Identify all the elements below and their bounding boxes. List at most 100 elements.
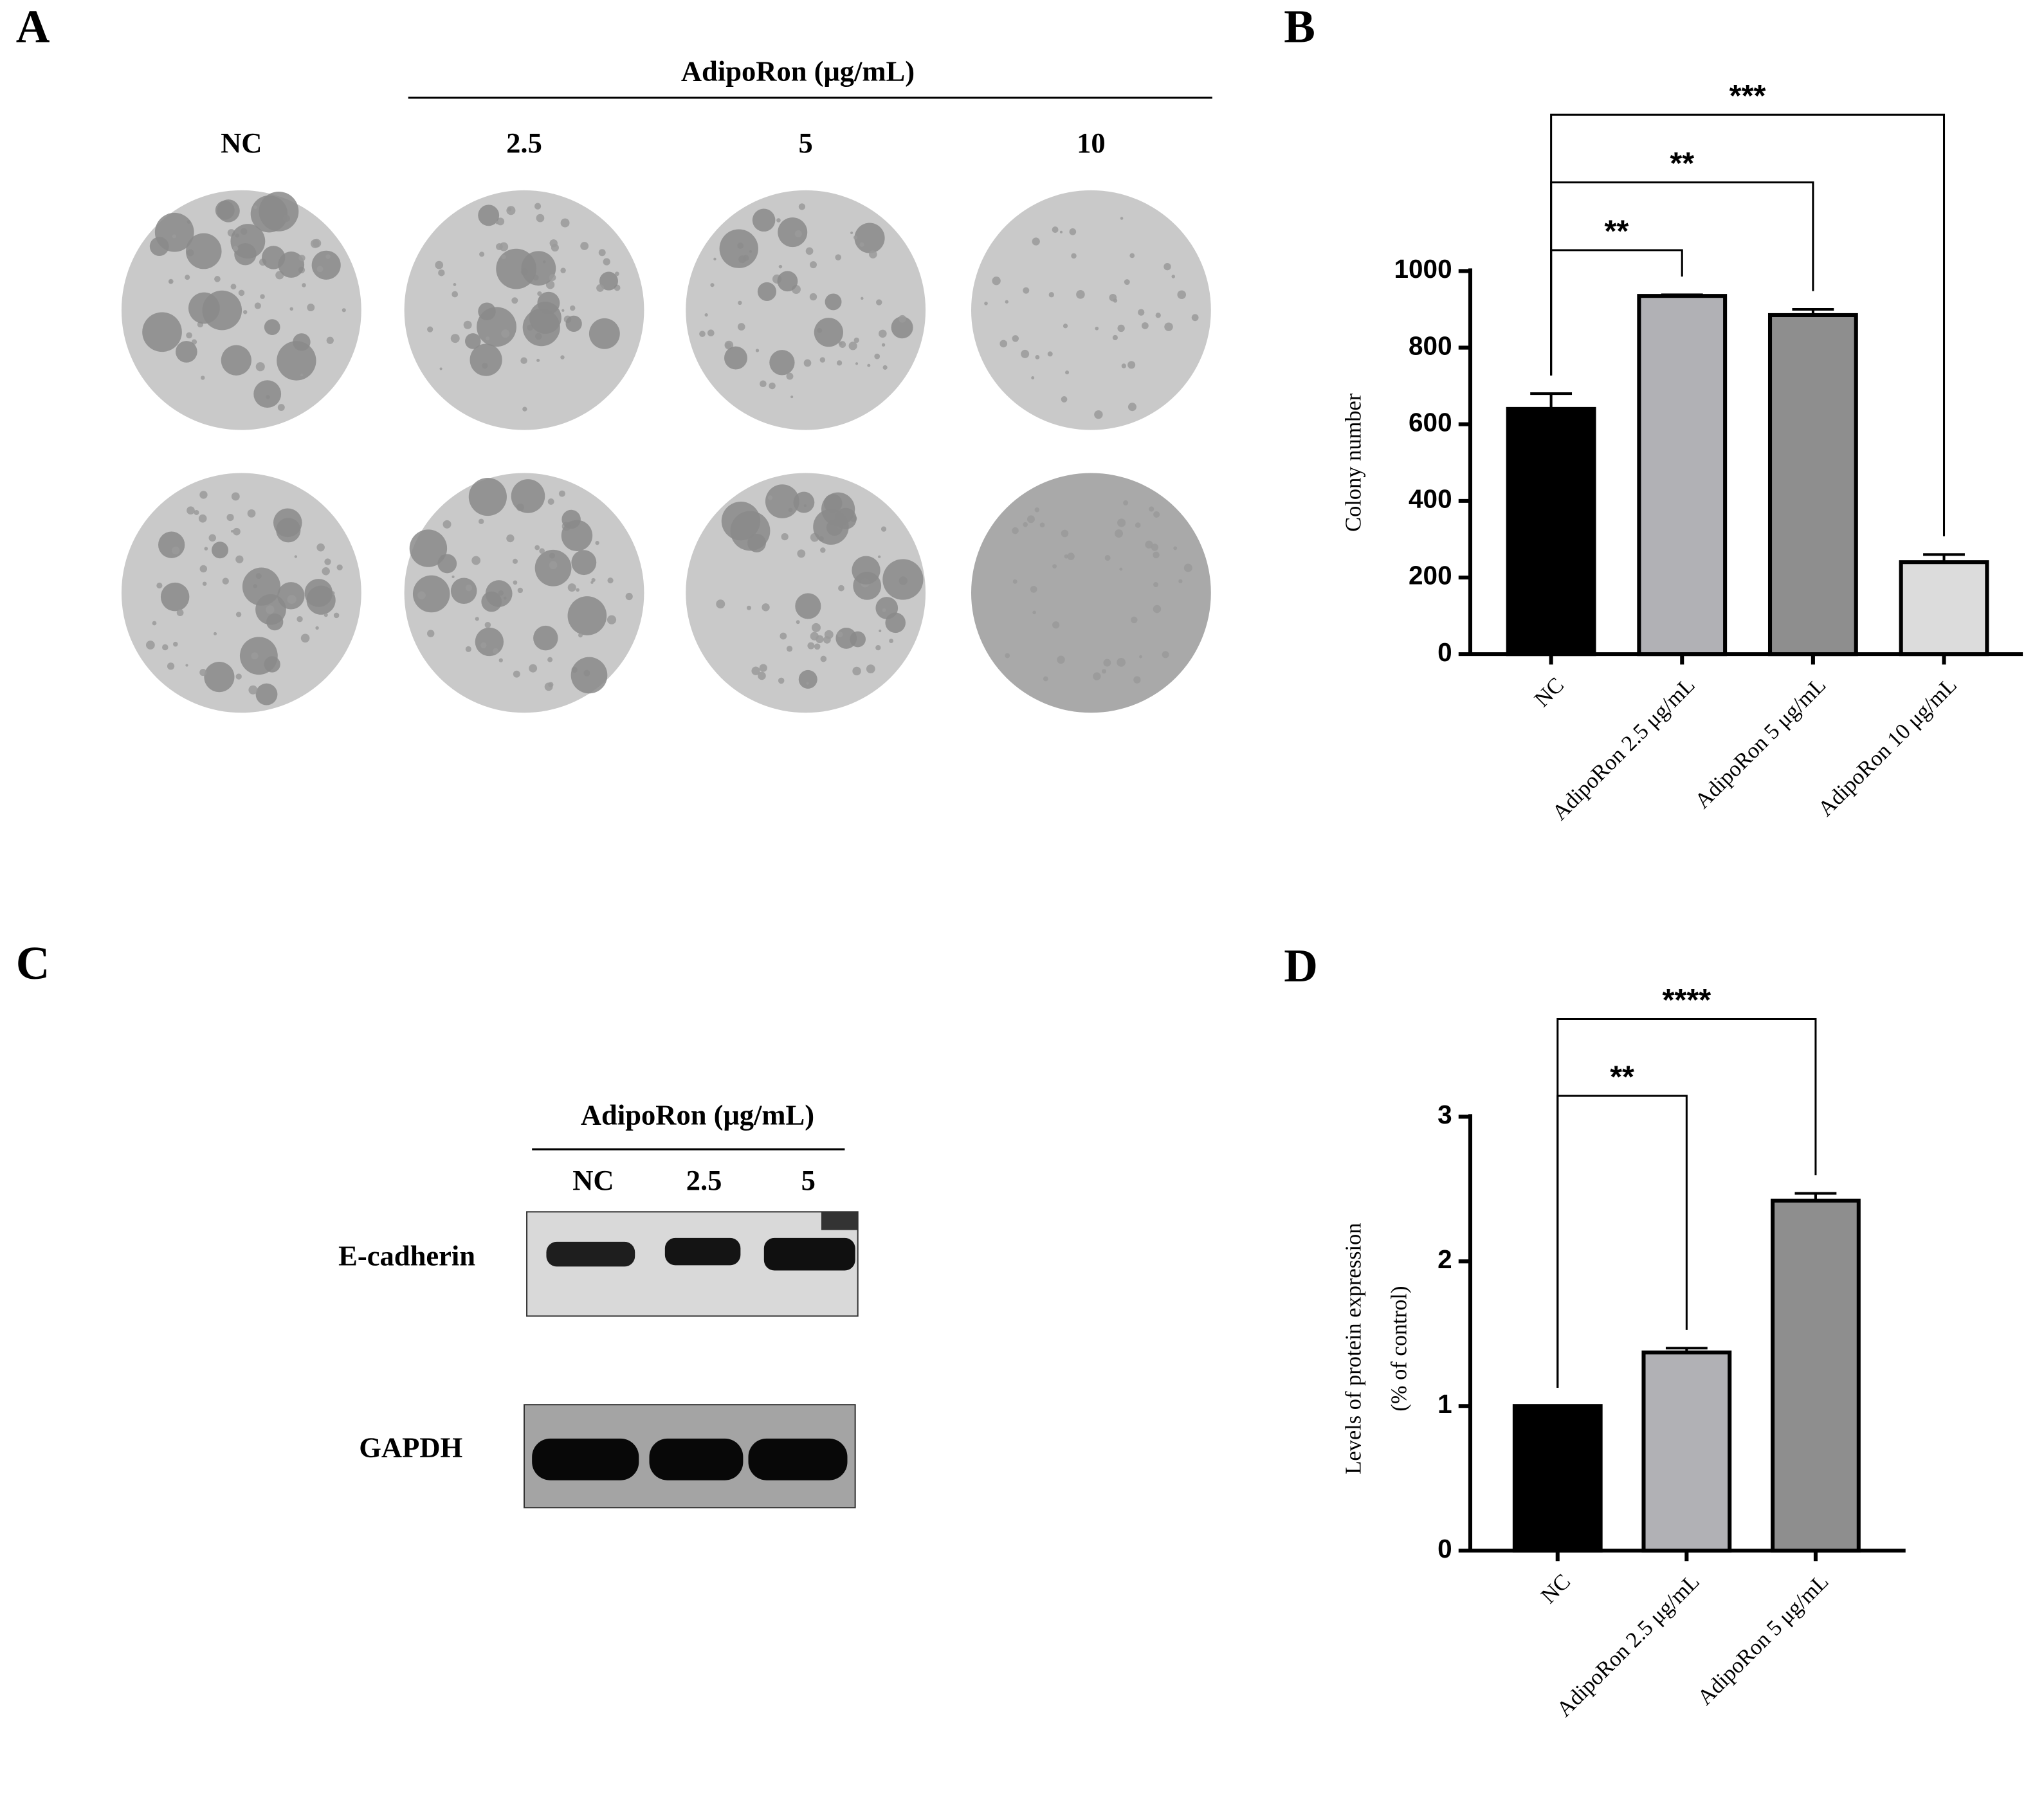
colony	[539, 548, 545, 554]
colony	[560, 268, 566, 273]
panel-label: A	[16, 0, 50, 52]
colony	[819, 357, 826, 363]
colony	[561, 520, 593, 551]
colony	[513, 580, 518, 585]
colony	[230, 284, 237, 290]
colony	[277, 404, 285, 412]
colony	[187, 506, 195, 515]
colony	[589, 318, 620, 349]
colony	[567, 596, 607, 635]
colony	[837, 632, 843, 638]
colony	[820, 547, 826, 553]
colony	[1178, 579, 1183, 583]
colony	[214, 632, 217, 635]
colony	[409, 529, 448, 567]
colony	[1135, 522, 1141, 528]
colony	[512, 558, 518, 564]
colony	[765, 484, 799, 518]
colony	[176, 341, 197, 363]
significance-label: **	[1670, 146, 1694, 181]
colony	[316, 266, 324, 273]
colony	[798, 203, 806, 210]
colony	[172, 234, 176, 239]
colony	[465, 646, 471, 652]
colony	[255, 362, 265, 372]
colony	[874, 353, 881, 360]
colony	[302, 283, 306, 287]
x-tick-label: AdipoRon 5 μg/mL	[1690, 673, 1831, 814]
colony	[233, 246, 239, 251]
colony	[1124, 279, 1130, 286]
colony	[1012, 335, 1019, 342]
colony	[253, 205, 257, 210]
colony	[149, 237, 169, 257]
colony	[470, 343, 502, 376]
colony	[1177, 290, 1186, 299]
colony	[185, 233, 222, 269]
colony	[316, 543, 325, 552]
colony	[1164, 322, 1173, 331]
colony	[522, 309, 560, 347]
colony	[1155, 313, 1161, 318]
colony	[839, 341, 846, 348]
colony	[548, 682, 554, 687]
colony	[881, 343, 886, 347]
colony	[221, 345, 251, 376]
colony	[777, 271, 798, 292]
colony	[576, 588, 579, 592]
column-label: 10	[1077, 127, 1106, 159]
colony	[1093, 672, 1101, 680]
colony	[160, 582, 190, 612]
colony	[468, 477, 507, 516]
colony	[751, 666, 760, 675]
colony	[465, 333, 481, 349]
panel-label: D	[1284, 940, 1318, 992]
colony	[287, 594, 297, 605]
colony	[1139, 655, 1142, 659]
colony	[255, 683, 278, 705]
colony	[152, 621, 157, 626]
colony	[235, 612, 242, 617]
colony	[1133, 676, 1141, 684]
colony	[185, 664, 188, 667]
colony	[427, 326, 433, 332]
colony	[167, 662, 175, 670]
colony	[565, 315, 582, 332]
colony	[199, 491, 208, 499]
colony	[1061, 396, 1068, 403]
colony	[776, 218, 781, 223]
x-tick-label: NC	[1537, 1569, 1576, 1608]
colony	[1071, 253, 1077, 259]
colony	[194, 509, 199, 515]
colony	[1059, 230, 1063, 233]
panel-header: AdipoRon (μg/mL)	[681, 55, 915, 87]
colony	[222, 578, 229, 585]
y-tick-label: 400	[1409, 484, 1452, 514]
colony	[171, 546, 180, 555]
bar	[1512, 1404, 1603, 1553]
colony	[992, 277, 1001, 286]
colony	[899, 314, 906, 323]
bar	[1637, 294, 1728, 657]
colony	[1023, 522, 1028, 527]
colony	[517, 587, 524, 594]
colony	[755, 349, 760, 352]
significance-label: ****	[1663, 983, 1711, 1017]
colony	[439, 367, 443, 370]
colony	[1032, 610, 1036, 615]
colony	[724, 346, 747, 370]
colony	[1173, 546, 1178, 551]
colony	[1153, 605, 1162, 614]
colony	[713, 257, 716, 260]
lane-label: 5	[801, 1164, 816, 1196]
colony	[208, 534, 216, 542]
colony	[875, 644, 881, 651]
colony	[322, 567, 330, 576]
colony	[850, 631, 866, 648]
colony	[443, 520, 452, 529]
colony	[781, 532, 789, 541]
colony	[825, 293, 842, 311]
colony	[533, 625, 558, 651]
colony	[797, 549, 806, 558]
colony	[1095, 326, 1099, 331]
